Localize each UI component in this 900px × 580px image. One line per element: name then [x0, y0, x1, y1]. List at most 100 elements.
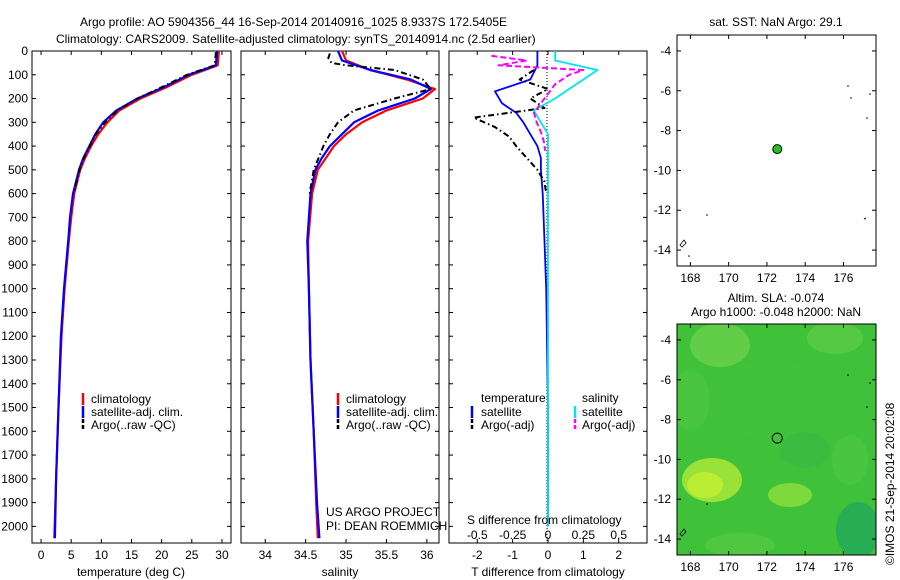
depth-axis-ticks: 0 100 200 300 400 500 600 700 800 900 1000 1100 1200…: [1, 44, 231, 533]
x-tick-label: 10: [95, 548, 109, 562]
depth-tick-label: 500: [8, 163, 28, 177]
map-y-tick-label: -4: [660, 333, 671, 347]
x-tick-label: 15: [125, 548, 139, 562]
x-tick-label: 5: [68, 548, 75, 562]
difference-panel: -2 -1 0 1 2 -0.5 -0.25 0 0.25 0.5 S difference f…: [448, 50, 648, 579]
x-tick-label: -1: [507, 548, 518, 562]
salinity-difference-ticks: -0.5 -0.25 0 0.25 0.5: [467, 528, 627, 542]
difference-xlabel-top: S difference from climatology: [467, 513, 622, 527]
depth-tick-label: 1500: [1, 401, 28, 415]
project-annotation-line1: US ARGO PROJECT: [326, 505, 441, 519]
map-y-tick-label: -12: [654, 203, 672, 217]
sla-y-ticks: -4 -6 -8 -10 -12 -14: [654, 333, 876, 546]
series-t-satellite: [494, 51, 549, 527]
x-tick-label: 25: [185, 548, 199, 562]
salinity-plot-frame: [240, 50, 440, 544]
sst-x-ticks: 168 170 172 174 176: [680, 35, 854, 285]
map-x-tick-label: 176: [833, 560, 853, 574]
map-x-tick-label: 174: [795, 271, 815, 285]
depth-tick-label: 0: [21, 44, 28, 58]
legend-title-temperature: temperature: [481, 391, 546, 405]
salinity-xlabel: salinity: [322, 565, 359, 579]
depth-tick-label: 900: [8, 258, 28, 272]
temperature-legend: climatology satellite-adj. clim. Argo(..…: [81, 392, 183, 432]
map-y-tick-label: -14: [654, 532, 672, 546]
temperature-x-ticks: 0 5 10 15 20 25 30: [38, 51, 229, 562]
legend-label-climatology: climatology: [91, 392, 151, 406]
legend-label-satellite: satellite-adj. clim.: [91, 405, 183, 419]
depth-tick-label: 200: [8, 92, 28, 106]
sla-island-markers: [679, 374, 871, 537]
depth-tick-label: 600: [8, 187, 28, 201]
imos-timestamp: ©IMOS 21-Sep-2014 20:02:08: [883, 402, 897, 565]
difference-x-ticks: -2 -1 0 1 2: [472, 51, 622, 562]
x-tick-label: 0: [38, 548, 45, 562]
legend-label-s-satellite: satellite: [582, 405, 623, 419]
legend-label-argo: Argo(..raw -QC): [346, 418, 431, 432]
map-y-tick-label: -4: [660, 44, 671, 58]
depth-tick-label: 2000: [1, 519, 28, 533]
sst-map: sat. SST: NaN Argo: 29.1 168 170 172 174 176…: [654, 15, 877, 285]
temperature-panel: 0100200300400500600700800900100011001200…: [1, 44, 232, 579]
temperature-xlabel: temperature (deg C): [77, 565, 185, 579]
figure-title-line1: Argo profile: AO 5904356_44 16-Sep-2014 …: [80, 15, 507, 29]
temperature-plot-frame: [31, 50, 232, 544]
map-y-tick-label: -10: [654, 163, 672, 177]
sla-map-title-line1: Altim. SLA: -0.074: [728, 291, 825, 305]
x-tick-label: 20: [155, 548, 169, 562]
sla-field: [677, 324, 876, 555]
sla-map-title-line2: Argo h1000: -0.048 h2000: NaN: [691, 305, 861, 319]
legend-title-salinity: salinity: [582, 391, 619, 405]
legend-label-t-satellite: satellite: [481, 405, 522, 419]
difference-legend: temperature salinity satellite Argo(-adj…: [470, 391, 635, 432]
x-tick-label: 1: [580, 548, 587, 562]
legend-label-argo: Argo(..raw -QC): [91, 418, 176, 432]
map-x-tick-label: 172: [757, 271, 777, 285]
sst-y-ticks: -4 -6 -8 -10 -12 -14: [654, 44, 876, 257]
depth-tick-label: 1400: [1, 377, 28, 391]
map-x-tick-label: 172: [757, 560, 777, 574]
sst-map-title: sat. SST: NaN Argo: 29.1: [709, 15, 843, 29]
x-tick-label: 34: [259, 548, 273, 562]
x-tick-label: 0: [545, 548, 552, 562]
sla-map-frame: [676, 323, 877, 556]
sst-island-markers: [679, 85, 871, 257]
s-diff-tick-label: -0.25: [499, 528, 527, 542]
map-x-tick-label: 176: [833, 271, 853, 285]
figure-title-line2: Climatology: CARS2009. Satellite-adjuste…: [56, 32, 536, 46]
x-tick-label: 30: [215, 548, 229, 562]
x-tick-label: 34.5: [294, 548, 318, 562]
difference-series: [472, 51, 599, 527]
depth-tick-label: 1300: [1, 353, 28, 367]
sla-argo-marker: [771, 432, 783, 444]
depth-tick-label: 300: [8, 115, 28, 129]
s-diff-tick-label: 0.25: [572, 528, 596, 542]
depth-tick-label: 1700: [1, 448, 28, 462]
series-s-satellite: [533, 51, 599, 527]
series-argo-raw-qc-: [308, 53, 432, 194]
map-y-tick-label: -6: [660, 84, 671, 98]
map-y-tick-label: -6: [660, 373, 671, 387]
difference-y-ticks: [449, 50, 647, 527]
map-x-tick-label: 170: [719, 560, 739, 574]
depth-tick-label: 700: [8, 210, 28, 224]
depth-tick-label: 400: [8, 139, 28, 153]
depth-tick-label: 1200: [1, 329, 28, 343]
map-y-tick-label: -14: [654, 243, 672, 257]
salinity-legend: climatology satellite-adj. clim. Argo(..…: [336, 392, 438, 432]
difference-xlabel: T difference from climatology: [471, 565, 625, 579]
sla-x-ticks: 168 170 172 174 176: [680, 324, 854, 574]
map-x-tick-label: 168: [680, 271, 700, 285]
s-diff-tick-label: 0.5: [610, 528, 627, 542]
map-y-tick-label: -8: [660, 413, 671, 427]
x-tick-label: 36: [420, 548, 434, 562]
x-tick-label: 35: [339, 548, 353, 562]
x-tick-label: 2: [615, 548, 622, 562]
temperature-series: [53, 50, 220, 539]
depth-tick-label: 1100: [2, 305, 28, 319]
series-s-argo-adj-: [491, 54, 585, 151]
map-y-tick-label: -8: [660, 124, 671, 138]
x-tick-label: -2: [472, 548, 483, 562]
legend-label-s-argo: Argo(-adj): [582, 418, 635, 432]
sla-map: Altim. SLA: -0.074 Argo h1000: -0.048 h2…: [654, 291, 897, 574]
